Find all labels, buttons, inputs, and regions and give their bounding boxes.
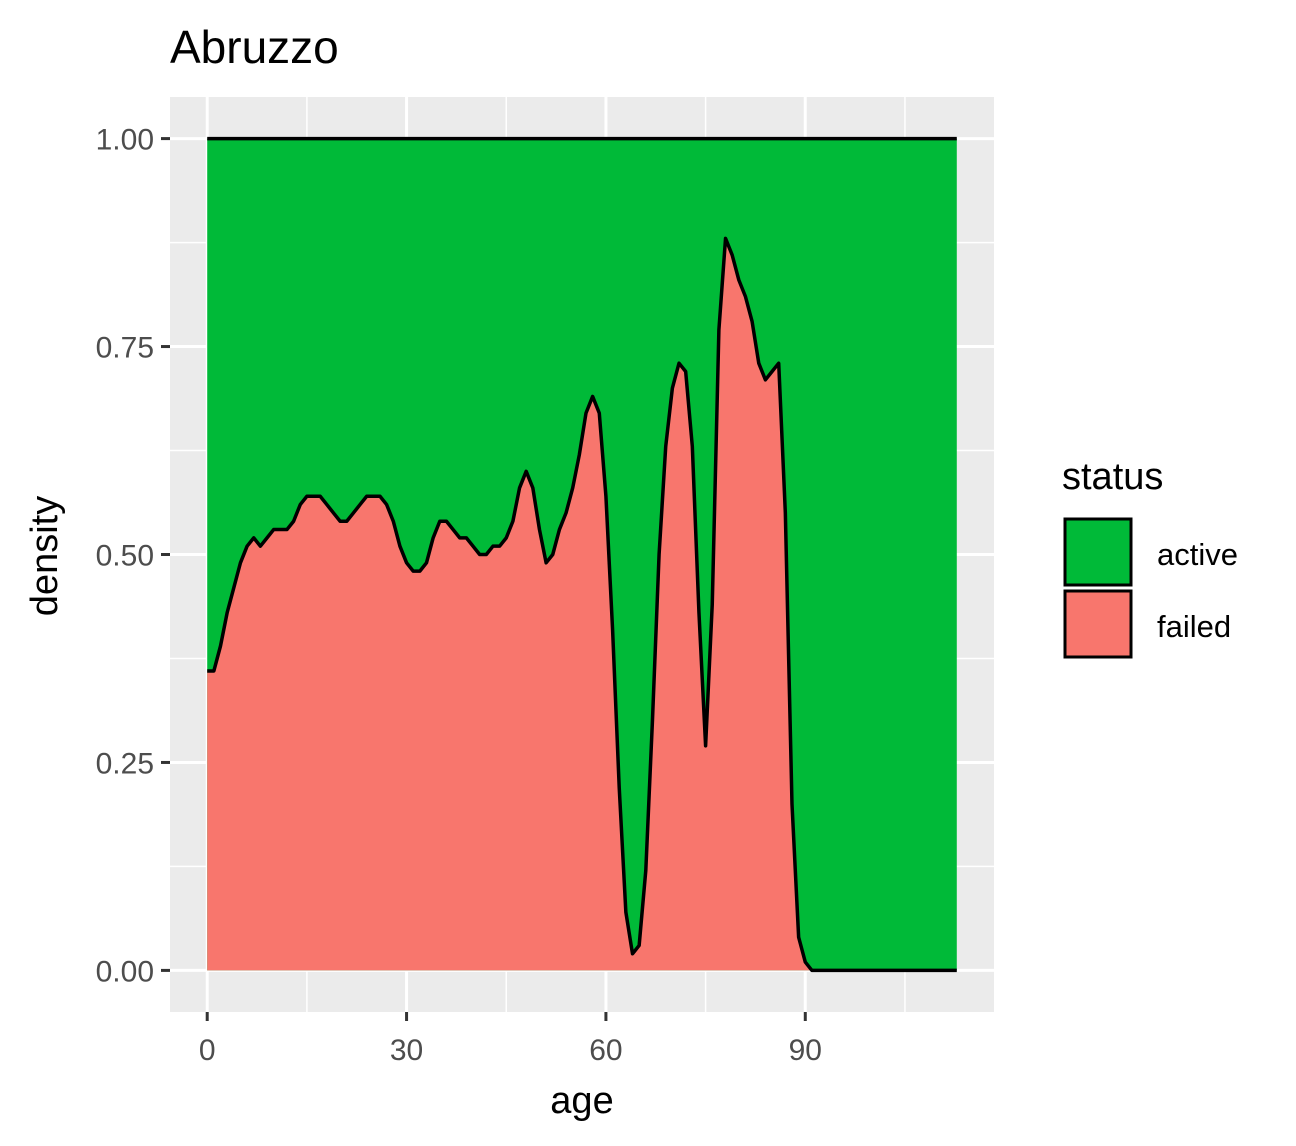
y-tick-label: 0.00 xyxy=(96,955,154,988)
legend-label-failed: failed xyxy=(1157,609,1231,644)
x-tick-label: 0 xyxy=(199,1034,216,1067)
legend-key-active xyxy=(1063,517,1133,587)
x-axis-title: age xyxy=(550,1080,613,1122)
y-tick-label: 0.75 xyxy=(96,332,154,365)
legend: status active failed xyxy=(1062,456,1238,659)
y-tick-label: 0.25 xyxy=(96,747,154,780)
area-failed xyxy=(207,238,957,971)
chart-title: Abruzzo xyxy=(170,21,339,73)
y-tick-label: 1.00 xyxy=(96,124,154,157)
failed-density-line xyxy=(207,236,957,973)
y-axis: 0.00 0.25 0.50 0.75 1.00 xyxy=(96,124,170,988)
legend-label-active: active xyxy=(1157,537,1238,572)
y-tick-label: 0.50 xyxy=(96,540,154,573)
x-tick-label: 60 xyxy=(589,1034,622,1067)
legend-key-failed xyxy=(1063,589,1133,659)
y-axis-title: density xyxy=(24,496,66,616)
legend-title: status xyxy=(1062,456,1163,498)
x-tick-label: 90 xyxy=(789,1034,822,1067)
x-axis: 0 30 60 90 xyxy=(199,1012,822,1067)
x-tick-label: 30 xyxy=(390,1034,423,1067)
